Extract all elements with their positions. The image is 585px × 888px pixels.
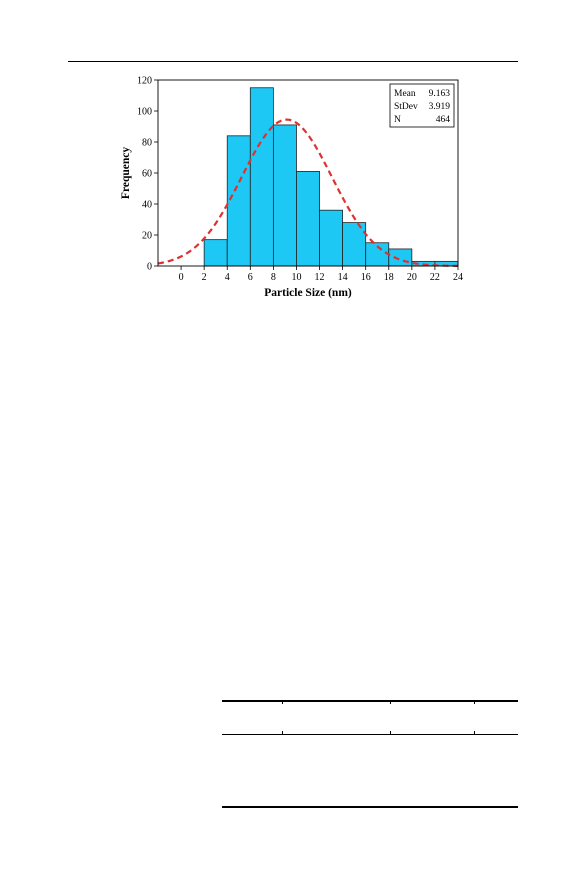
histogram-bar — [249, 87, 274, 267]
y-tick-label: 40 — [142, 200, 152, 211]
x-tick-label: 6 — [248, 272, 253, 283]
normal-fit-curve — [157, 118, 459, 267]
table-top-rule — [222, 700, 518, 702]
histogram-bar — [203, 239, 228, 267]
y-tick-label: 120 — [137, 76, 152, 87]
y-tick-label: 20 — [142, 231, 152, 242]
histogram-bar — [319, 209, 344, 267]
x-tick-label: 16 — [361, 272, 371, 283]
histogram-svg: 0 2 4 6 8 10 12 14 16 18 20 22 24020406080100120Part… — [120, 76, 463, 300]
histogram-bar — [388, 248, 413, 267]
particle-size-histogram: 0 2 4 6 8 10 12 14 16 18 20 22 24 0 20 40 60 80 100 120 Part… — [118, 70, 468, 302]
table-column-notch — [282, 731, 283, 735]
histogram-bar — [296, 171, 320, 267]
stats-label: StDev — [394, 102, 418, 112]
histogram-bar — [342, 222, 367, 267]
histogram-bar — [226, 135, 251, 267]
table-column-notch — [474, 700, 475, 704]
x-tick-label: 2 — [202, 272, 207, 283]
x-axis-title: Particle Size (nm) — [264, 287, 352, 299]
x-tick-label: 14 — [338, 272, 348, 283]
table-column-notch — [282, 700, 283, 704]
x-tick-label: 18 — [384, 272, 394, 283]
page-header-rule — [68, 61, 518, 62]
y-axis-title: Frequency — [120, 147, 132, 199]
stats-label: Mean — [394, 89, 416, 99]
stats-box — [389, 83, 455, 128]
x-tick-label: 22 — [430, 272, 440, 283]
stats-value: 3.919 — [429, 102, 451, 112]
x-tick-label: 0 — [179, 272, 184, 283]
y-tick-label: 60 — [142, 169, 152, 180]
stats-label: N — [394, 115, 401, 125]
y-tick-label: 0 — [147, 262, 152, 273]
stats-value: 464 — [436, 115, 451, 125]
x-tick-label: 24 — [453, 272, 463, 283]
table-column-notch — [390, 700, 391, 704]
table-bottom-rule — [222, 806, 518, 808]
histogram-bar — [272, 124, 297, 267]
x-tick-label: 8 — [271, 272, 276, 283]
table-header-rule — [222, 734, 518, 735]
y-tick-label: 80 — [142, 138, 152, 149]
x-tick-label: 10 — [291, 272, 301, 283]
x-tick-label: 12 — [315, 272, 325, 283]
x-tick-label: 20 — [407, 272, 417, 283]
stats-value: 9.163 — [429, 89, 451, 99]
table-column-notch — [474, 731, 475, 735]
x-tick-label: 4 — [225, 272, 230, 283]
y-tick-label: 100 — [137, 107, 152, 118]
table-column-notch — [390, 731, 391, 735]
